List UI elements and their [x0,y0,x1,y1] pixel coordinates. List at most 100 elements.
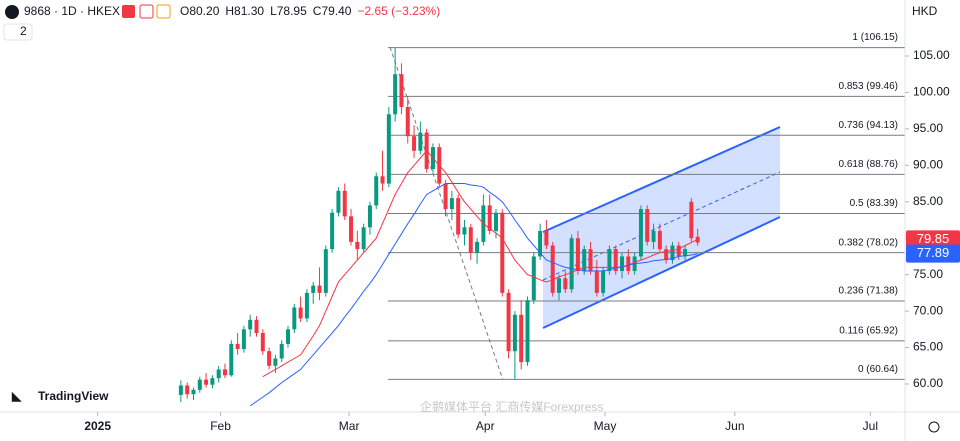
candle-body [361,227,366,250]
candle-body [216,369,221,379]
candle-body [588,249,593,272]
fib-label: 0.116 (65.92) [839,325,898,336]
candle-body [638,209,643,257]
candle-body [235,343,240,350]
y-tick-label: 65.00 [913,340,943,354]
candle-body [412,136,417,151]
candle-body [544,230,549,246]
candle-body [349,216,354,242]
watermark: 企鹅媒体平台 汇商传媒Forexpress [420,399,603,414]
candle-body [405,107,410,137]
candle-body [651,230,656,242]
candle-body [367,205,372,228]
flag [122,5,135,18]
candle-body [689,201,694,239]
candle-body [664,249,669,261]
status-value: O80.20 [180,4,220,18]
candle-body [670,245,675,261]
candle-body [531,256,536,301]
candle-body [248,319,253,330]
candle-body [443,183,448,210]
settings[interactable] [928,421,940,433]
candle-body [393,74,398,115]
candle-body [178,385,183,395]
candle-body [399,74,404,108]
fib-label: 0.382 (78.02) [839,237,899,248]
candle-body [512,314,517,352]
candle-body [204,379,209,385]
channel-top [542,126,781,233]
candle-body [519,314,524,363]
symbol-logo [5,5,19,19]
candle-body [267,351,272,366]
candle-body [475,241,480,253]
candle-body [386,114,391,184]
status-value: L78.95 [270,4,307,18]
y-tick-label: 100.00 [913,85,950,99]
channel [543,127,780,328]
fib-label: 0.618 (88.76) [839,159,899,170]
fib-label: 0.736 (94.13) [839,120,899,131]
candle-body [582,249,587,272]
candle-body [185,385,190,395]
candle-body [191,389,196,395]
candle-body [260,332,265,352]
x-tick-label: Feb [210,419,231,433]
candle-body [626,256,631,272]
candle-body [657,230,662,250]
candle-body [374,176,379,206]
candle-body [557,278,562,293]
candle-body [210,378,215,385]
candle-body [298,307,303,319]
indicator-toggle[interactable] [3,23,33,41]
candle-body [601,271,606,293]
brand-logo: ◣ [11,389,22,403]
candle-body [254,319,259,333]
status-value: −2.65 (−3.23%) [357,4,440,18]
candle-body [468,227,473,253]
candle-body [456,198,461,235]
candle-body [304,292,309,319]
currency[interactable]: HKD [912,4,938,18]
x-tick-label: 2025 [84,419,111,433]
price-badge-label: 79.85 [917,231,950,246]
candle-body [241,329,246,350]
candle-body [355,241,360,250]
candle-body [493,212,498,231]
candle-body [292,307,297,330]
candle-body [575,238,580,272]
candle-body [323,249,328,293]
flag [156,4,171,19]
candle-body [487,205,492,231]
candle-body [525,300,530,363]
candle-body [620,256,625,272]
candle-body [342,190,347,217]
fib-label: 1 (106.15) [852,32,898,43]
y-tick-label: 105.00 [913,48,950,62]
ma-line [249,183,698,407]
y-tick-label: 75.00 [913,267,943,281]
x-tick-label: May [594,419,617,433]
candle-body [676,245,681,257]
candle-body [222,369,227,376]
fib-label: 0.236 (71.38) [839,286,899,297]
candle-body [317,285,322,293]
plot-area: 1 (106.15) 0.853 (99.46) 0.736 (94.13) 0.61… [178,32,905,407]
price-badge [906,244,960,263]
candle-body [273,358,278,366]
status-value: H81.30 [225,4,264,18]
x-tick-label: Apr [476,419,495,433]
price-badge [906,230,960,249]
indicator-count[interactable]: 2 [20,24,27,38]
candle-body [538,230,543,257]
candle-body [506,292,511,352]
x-tick-label: Jun [725,419,744,433]
candle-body [197,379,202,390]
x-tick-label: Jul [863,419,878,433]
candle-body [229,343,234,376]
candle-body [607,249,612,272]
candle-body [563,278,568,290]
fib-label: 0.5 (83.39) [850,198,898,209]
candle-body [683,249,688,257]
candle-body [311,285,316,293]
